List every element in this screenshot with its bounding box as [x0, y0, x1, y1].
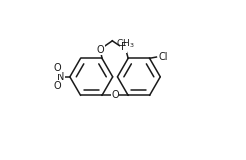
Text: O: O: [53, 80, 61, 91]
Text: Cl: Cl: [158, 52, 168, 62]
Text: O: O: [97, 45, 104, 55]
Text: F: F: [121, 42, 127, 52]
Text: O: O: [111, 90, 119, 100]
Text: N: N: [57, 72, 64, 82]
Text: O: O: [53, 63, 61, 73]
Text: CH$_3$: CH$_3$: [116, 37, 135, 50]
